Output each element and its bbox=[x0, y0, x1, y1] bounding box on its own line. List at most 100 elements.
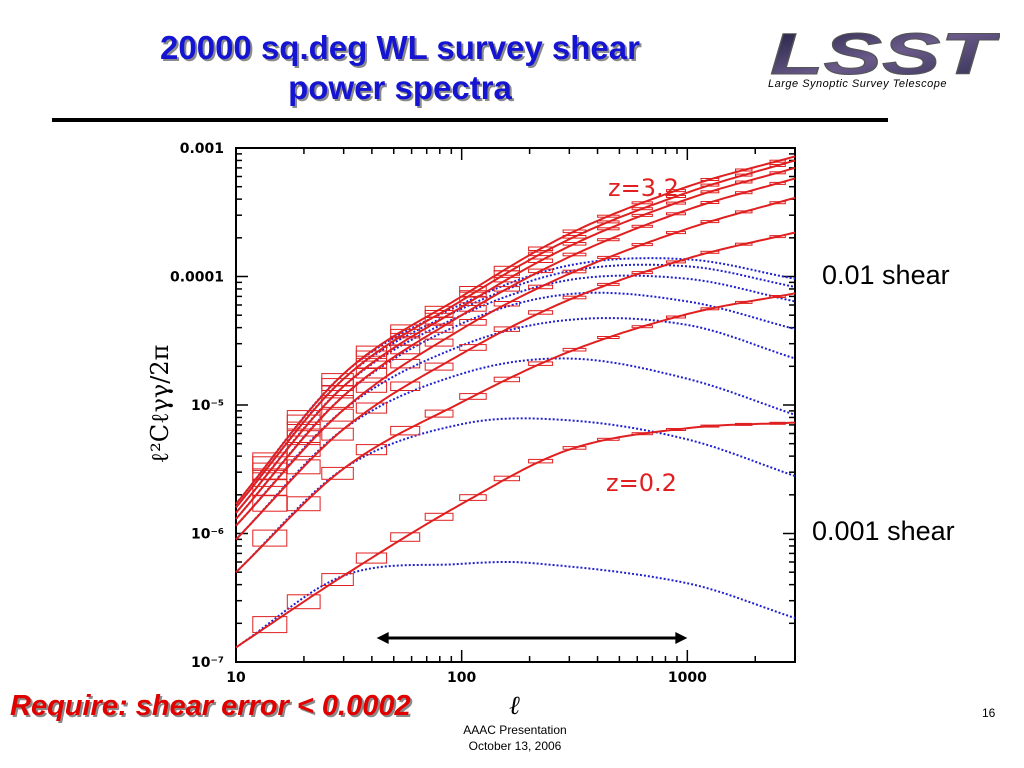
slide-title-line2: power spectra bbox=[288, 69, 512, 106]
error-box bbox=[562, 347, 587, 352]
error-box bbox=[493, 286, 521, 292]
error-box bbox=[528, 458, 554, 464]
error-box bbox=[597, 227, 620, 231]
error-box bbox=[666, 260, 686, 264]
error-box bbox=[252, 616, 288, 634]
x-tick-label: 1000 bbox=[668, 670, 707, 686]
error-box bbox=[735, 300, 753, 304]
error-box bbox=[735, 191, 753, 195]
error-box bbox=[666, 231, 686, 235]
y-tick-label: 10⁻⁵ bbox=[191, 398, 224, 414]
error-box bbox=[769, 171, 786, 175]
footer: AAAC Presentation October 13, 2006 bbox=[430, 722, 600, 754]
error-box bbox=[562, 229, 587, 234]
error-box bbox=[666, 428, 686, 431]
label-low-shear: 0.001 shear bbox=[812, 516, 955, 546]
error-box bbox=[355, 402, 388, 414]
label-high-shear: 0.01 shear bbox=[822, 260, 950, 290]
nonlinear-curve-4 bbox=[235, 196, 796, 527]
error-box bbox=[424, 324, 454, 333]
error-box bbox=[631, 201, 653, 205]
plot-frame bbox=[235, 147, 796, 663]
error-box bbox=[424, 305, 454, 314]
error-box bbox=[493, 376, 521, 383]
y-axis-label: ℓ²Cℓγγ/2π bbox=[146, 345, 174, 464]
error-box bbox=[631, 243, 653, 247]
error-box bbox=[390, 425, 421, 436]
error-box bbox=[424, 338, 454, 347]
page-number: 16 bbox=[982, 706, 996, 720]
error-box bbox=[528, 284, 554, 290]
error-box bbox=[769, 159, 786, 163]
error-box bbox=[459, 393, 487, 400]
error-box bbox=[562, 242, 587, 246]
error-box bbox=[631, 207, 653, 211]
error-box bbox=[390, 381, 421, 391]
error-box bbox=[700, 220, 720, 224]
error-box bbox=[562, 295, 587, 300]
nonlinear-curve-6 bbox=[235, 166, 796, 514]
error-box bbox=[355, 444, 388, 456]
error-box bbox=[321, 373, 354, 387]
error-box bbox=[252, 479, 288, 497]
footer-line1: AAAC Presentation bbox=[463, 723, 567, 737]
error-box bbox=[528, 246, 554, 251]
error-box bbox=[597, 214, 620, 218]
error-box bbox=[286, 410, 321, 426]
error-box bbox=[493, 475, 521, 482]
y-tick-label: 0.001 bbox=[180, 141, 224, 157]
error-box bbox=[666, 315, 686, 319]
error-box bbox=[424, 310, 454, 318]
annotation-z-high: z=3.2 bbox=[608, 174, 679, 202]
error-box bbox=[321, 466, 354, 480]
x-axis-label: ℓ bbox=[509, 691, 520, 721]
error-box bbox=[700, 424, 720, 428]
error-box bbox=[459, 494, 487, 501]
nonlinear-curve-3 bbox=[235, 231, 796, 541]
lsst-logo: LSST bbox=[770, 24, 1001, 88]
slide-title: 20000 sq.deg WL survey shear power spect… bbox=[40, 28, 760, 108]
error-box bbox=[390, 358, 421, 369]
error-box bbox=[528, 310, 554, 315]
error-box bbox=[390, 324, 421, 334]
error-box bbox=[666, 212, 686, 216]
linear-curve-3 bbox=[235, 357, 796, 541]
error-box bbox=[666, 195, 686, 198]
title-divider bbox=[52, 118, 888, 122]
x-tick-label: 10 bbox=[226, 670, 246, 686]
error-box bbox=[735, 180, 753, 184]
error-box bbox=[493, 265, 521, 272]
error-box bbox=[631, 213, 653, 217]
error-box bbox=[769, 181, 786, 185]
error-box bbox=[459, 290, 487, 297]
error-box bbox=[355, 552, 388, 564]
error-box bbox=[735, 242, 753, 246]
error-box bbox=[597, 437, 620, 441]
error-box bbox=[252, 452, 288, 470]
error-box bbox=[493, 301, 521, 307]
error-box bbox=[424, 409, 454, 418]
slide-title-line1: 20000 sq.deg WL survey shear bbox=[160, 29, 640, 66]
error-box bbox=[459, 319, 487, 326]
error-box bbox=[735, 168, 753, 172]
range-arrow-left-head bbox=[376, 632, 389, 644]
error-box bbox=[390, 335, 421, 346]
error-box bbox=[700, 183, 720, 187]
x-tick-label: 100 bbox=[447, 670, 476, 686]
error-box bbox=[597, 238, 620, 242]
error-box bbox=[321, 427, 354, 441]
error-box bbox=[459, 296, 487, 304]
error-box bbox=[528, 251, 554, 257]
error-box bbox=[666, 189, 686, 193]
y-tick-label: 10⁻⁷ bbox=[191, 655, 224, 671]
nonlinear-curve-2 bbox=[235, 292, 796, 573]
error-box bbox=[321, 395, 354, 408]
error-box bbox=[700, 201, 720, 204]
linear-curve-6 bbox=[235, 274, 796, 514]
error-box bbox=[424, 512, 454, 521]
nonlinear-curve-8 bbox=[235, 155, 796, 505]
y-tick-label: 0.0001 bbox=[170, 270, 224, 286]
logo-mark: LSST bbox=[770, 24, 1000, 87]
error-box bbox=[528, 258, 554, 263]
